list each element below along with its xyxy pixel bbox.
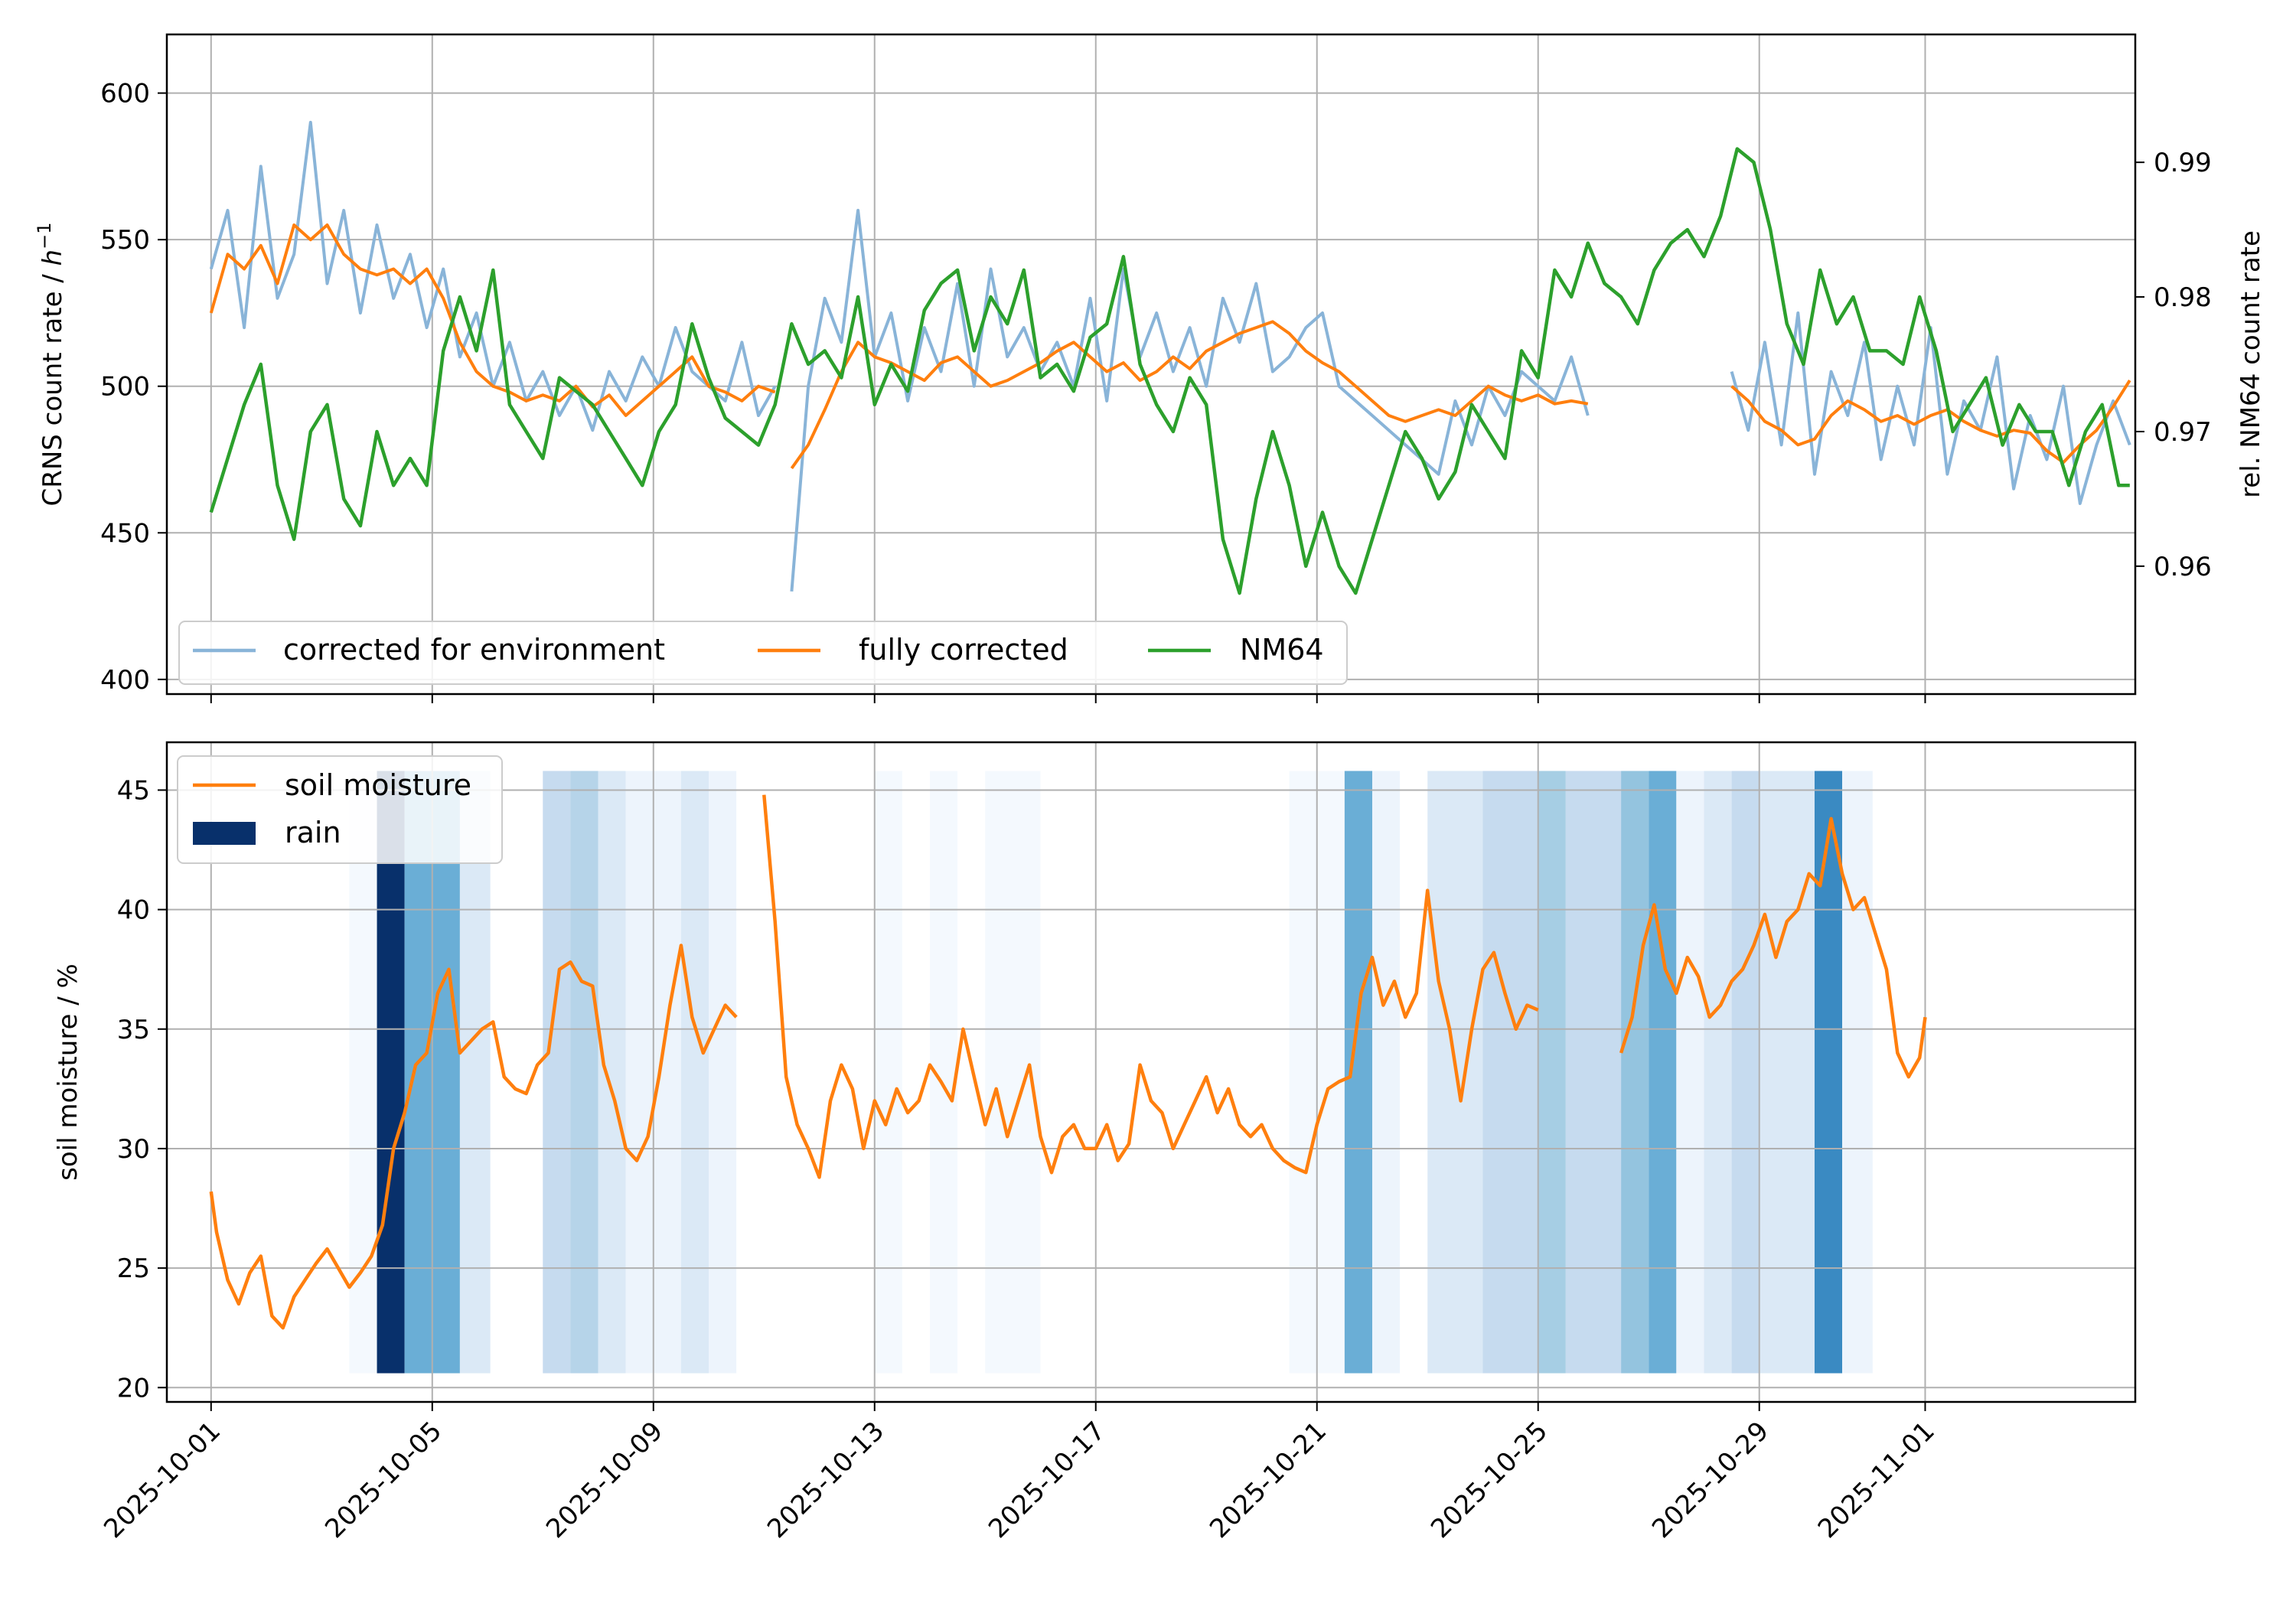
rain-bar xyxy=(459,771,491,1374)
rain-bar xyxy=(1814,771,1843,1374)
top-legend-box xyxy=(178,621,1348,685)
series-line-full xyxy=(209,223,776,417)
rain-bar xyxy=(349,771,377,1374)
rain-bar xyxy=(1482,771,1538,1374)
top-ytick-label: 550 xyxy=(100,225,150,256)
top-right-ylabel: rel. NM64 count rate xyxy=(2236,230,2266,498)
rain-bar xyxy=(1371,771,1401,1374)
rain-bar xyxy=(1565,771,1622,1374)
series-line-soil xyxy=(762,794,1539,1179)
legend-label-env: corrected for environment xyxy=(283,633,665,667)
top-ytick-label: 400 xyxy=(100,665,150,696)
bottom-yticks: 20 25 30 35 40 45 xyxy=(117,775,167,1403)
bottom-axes-frame xyxy=(165,741,2137,1403)
bottom-ytick-label: 35 xyxy=(117,1015,150,1045)
top-right-ytick-label: 0.98 xyxy=(2154,282,2212,313)
bottom-xtick-label: 2025-10-09 xyxy=(540,1416,669,1544)
bottom-legend-box xyxy=(177,755,503,864)
bottom-series xyxy=(209,794,1927,1330)
top-axes-frame xyxy=(165,33,2137,696)
top-right-ytick-label: 0.97 xyxy=(2154,417,2212,448)
bottom-xtick-label: 2025-11-01 xyxy=(1812,1416,1941,1544)
series-line-env xyxy=(790,208,1590,592)
rain-bar xyxy=(543,771,571,1374)
top-xticks xyxy=(210,694,1926,703)
top-right-ytick-label: 0.99 xyxy=(2154,148,2212,178)
top-legend: corrected for environment fully correcte… xyxy=(178,621,1348,685)
rain-bar xyxy=(1731,771,1760,1374)
bottom-xticks: 2025-10-01 2025-10-05 2025-10-09 2025-10-13… xyxy=(98,1402,1941,1544)
bottom-xtick-label: 2025-10-17 xyxy=(983,1416,1111,1544)
top-ytick-label: 600 xyxy=(100,79,150,109)
rain-bar xyxy=(709,771,737,1374)
rain-bar xyxy=(1621,771,1649,1374)
rain-bar xyxy=(1676,771,1704,1374)
top-right-yticks: 0.96 0.97 0.98 0.99 xyxy=(2135,148,2212,582)
legend-label-soil: soil moisture xyxy=(285,768,471,802)
legend-label-full: fully corrected xyxy=(859,633,1068,667)
bottom-xtick-label: 2025-10-25 xyxy=(1425,1416,1554,1544)
bottom-xtick-label: 2025-10-13 xyxy=(762,1416,890,1544)
top-ytick-label: 450 xyxy=(100,518,150,549)
rain-bar xyxy=(570,771,598,1374)
bottom-xtick-label: 2025-10-01 xyxy=(98,1416,227,1544)
series-line-full xyxy=(790,320,1589,470)
top-ytick-label: 500 xyxy=(100,372,150,403)
bottom-xtick-label: 2025-10-21 xyxy=(1204,1416,1332,1544)
legend-label-rain: rain xyxy=(285,816,341,849)
series-line-soil xyxy=(1619,817,1927,1079)
rain-bar xyxy=(1842,771,1873,1374)
bottom-legend: soil moisture rain xyxy=(177,755,503,864)
rain-bar xyxy=(1344,771,1372,1374)
rain-bar xyxy=(1759,771,1815,1374)
top-right-ytick-label: 0.96 xyxy=(2154,552,2212,582)
bottom-ytick-label: 25 xyxy=(117,1253,150,1284)
bottom-xtick-label: 2025-10-05 xyxy=(319,1416,448,1544)
rain-bar xyxy=(1538,771,1566,1374)
series-line-soil xyxy=(209,944,738,1330)
legend-swatch-rain xyxy=(193,822,256,845)
top-panel: 400 450 500 550 600 0.96 0.97 0.98 0.99 CRNS co… xyxy=(34,33,2266,703)
rain-bar xyxy=(874,771,902,1374)
top-plot-area xyxy=(167,34,2135,694)
bottom-ytick-label: 30 xyxy=(117,1134,150,1165)
series-line-nm64 xyxy=(209,147,2130,595)
bottom-ytick-label: 45 xyxy=(117,775,150,806)
rain-bar xyxy=(1704,771,1732,1374)
rain-bars xyxy=(349,771,1873,1374)
bottom-ytick-label: 40 xyxy=(117,895,150,926)
bottom-ytick-label: 20 xyxy=(117,1373,150,1403)
rain-bar xyxy=(377,771,405,1374)
top-series xyxy=(209,120,2131,595)
rain-bar xyxy=(598,771,626,1374)
rain-bar xyxy=(1649,771,1677,1374)
bottom-xtick-label: 2025-10-29 xyxy=(1646,1416,1775,1544)
rain-bar xyxy=(680,771,709,1374)
bottom-ylabel: soil moisture / % xyxy=(53,963,83,1181)
legend-label-nm64: NM64 xyxy=(1240,633,1324,667)
top-left-yticks: 400 450 500 550 600 xyxy=(100,79,167,696)
top-left-ylabel: CRNS count rate / h−1 xyxy=(34,222,68,506)
bottom-grid xyxy=(167,742,2135,1402)
